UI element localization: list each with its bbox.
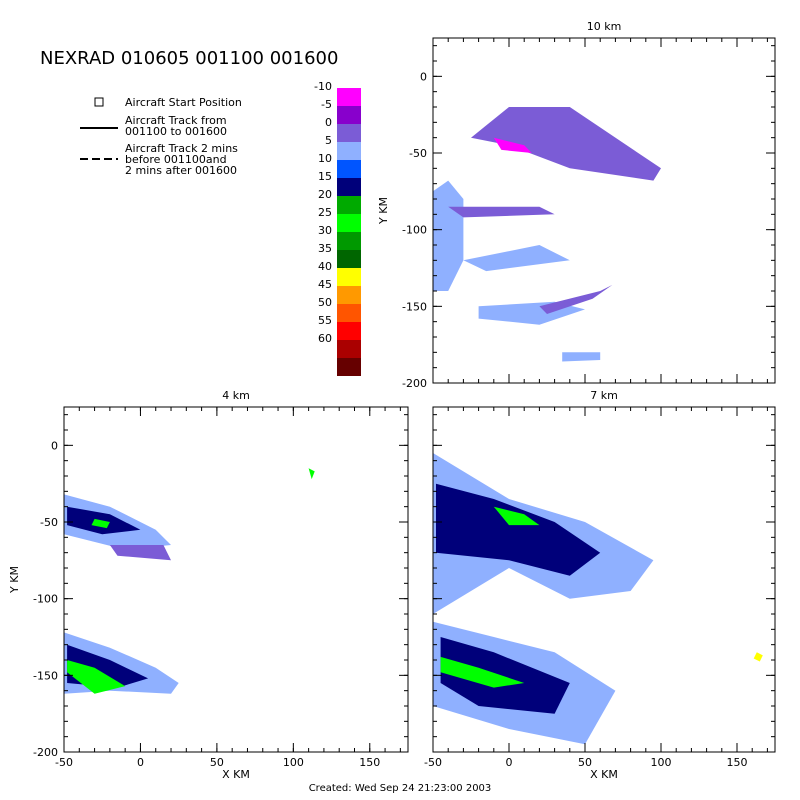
y-tick-label: -50 [40, 516, 58, 529]
y-tick-label: 0 [51, 439, 58, 452]
reflectivity-region [539, 284, 613, 314]
colorbar-label: 55 [318, 314, 332, 327]
reflectivity-region [471, 107, 661, 181]
y-tick-label: 0 [420, 70, 427, 83]
plot-frame [63, 406, 409, 753]
colorbar-label: 10 [318, 152, 332, 165]
colorbar-label: 50 [318, 296, 332, 309]
colorbar-label: 60 [318, 332, 332, 345]
colorbar: -10 -5 0 5 10 15 20 25 30 35 40 45 50 55 60 [314, 80, 361, 376]
x-tick-label: 100 [651, 756, 672, 769]
reflectivity-region [109, 545, 171, 561]
colorbar-label: 35 [318, 242, 332, 255]
colorbar-swatch [337, 358, 361, 376]
reflectivity-region [448, 206, 555, 218]
reflectivity-region [436, 483, 601, 576]
colorbar-swatch [337, 286, 361, 304]
reflectivity-region [67, 660, 126, 694]
colorbar-swatch [337, 196, 361, 214]
colorbar-label: 15 [318, 170, 332, 183]
footer-created: Created: Wed Sep 24 21:23:00 2003 [309, 783, 492, 794]
colorbar-swatch [337, 178, 361, 196]
reflectivity-region [91, 518, 110, 529]
panel-4-km: -50 0 50 100 150 0 -50 -100 -150 -200 4 km X KM Y KM [8, 389, 409, 781]
colorbar-swatch [337, 160, 361, 178]
y-tick-label: -100 [402, 224, 427, 237]
y-tick-label: -150 [402, 300, 427, 313]
reflectivity-region [463, 245, 570, 272]
colorbar-swatch [337, 214, 361, 232]
x-tick-label: -50 [424, 756, 442, 769]
colorbar-label: 45 [318, 278, 332, 291]
x-tick-label: 50 [578, 756, 592, 769]
legend-start-position: Aircraft Start Position [125, 96, 242, 109]
reflectivity-region [308, 468, 315, 480]
x-tick-label: 0 [506, 756, 513, 769]
colorbar-swatch [337, 142, 361, 160]
figure-title: NEXRAD 010605 001100 001600 [40, 48, 338, 69]
reflectivity-region [440, 637, 570, 714]
plot-frame [432, 406, 776, 753]
reflectivity-region [493, 137, 532, 153]
panel-title: 7 km [590, 389, 618, 402]
x-tick-label: 0 [137, 756, 144, 769]
start-position-square-icon [94, 97, 104, 107]
colorbar-label: 30 [318, 224, 332, 237]
y-tick-label: -150 [33, 669, 58, 682]
x-tick-label: 150 [727, 756, 748, 769]
colorbar-label: -10 [314, 80, 332, 93]
colorbar-swatch [337, 268, 361, 286]
x-tick-label: 100 [283, 756, 304, 769]
panel-title: 10 km [587, 20, 622, 33]
legend-dashed-line2: before 001100and [125, 153, 227, 166]
colorbar-swatch [337, 304, 361, 322]
legend-track-line2: 001100 to 001600 [125, 125, 227, 138]
colorbar-swatch [337, 124, 361, 142]
colorbar-swatch [337, 250, 361, 268]
x-axis-label: X KM [590, 768, 618, 781]
x-tick-label: 50 [210, 756, 224, 769]
panel-10-km: 0 -50 -100 -150 -200 10 km Y KM [377, 20, 776, 390]
y-axis-label: Y KM [377, 197, 390, 225]
x-tick-label: -50 [55, 756, 73, 769]
colorbar-label: 40 [318, 260, 332, 273]
colorbar-label: 0 [325, 116, 332, 129]
x-axis-label: X KM [222, 768, 250, 781]
colorbar-swatch [337, 322, 361, 340]
legend-dashed-line1: Aircraft Track 2 mins [125, 142, 238, 155]
y-tick-label: -100 [33, 593, 58, 606]
y-tick-label: -200 [402, 377, 427, 390]
reflectivity-region [67, 506, 141, 535]
colorbar-label: 25 [318, 206, 332, 219]
reflectivity-region [493, 506, 540, 526]
reflectivity-region [562, 352, 601, 362]
reflectivity-region [440, 656, 525, 688]
legend-dashed-line3: 2 mins after 001600 [125, 164, 237, 177]
y-axis-label: Y KM [8, 566, 21, 594]
colorbar-swatch [337, 232, 361, 250]
x-tick-label: 150 [359, 756, 380, 769]
reflectivity-region [753, 652, 763, 662]
legend: Aircraft Start Position Aircraft Track f… [80, 96, 242, 177]
panel-title: 4 km [222, 389, 250, 402]
colorbar-label: 20 [318, 188, 332, 201]
reflectivity-region [433, 180, 464, 291]
colorbar-label: -5 [321, 98, 332, 111]
colorbar-swatch [337, 340, 361, 358]
colorbar-swatch [337, 88, 361, 106]
plot-frame [432, 37, 776, 384]
y-tick-label: -50 [409, 147, 427, 160]
colorbar-swatch [337, 106, 361, 124]
panel-7-km: -50 0 50 100 150 7 km X KM [424, 389, 776, 781]
legend-track-line1: Aircraft Track from [125, 114, 227, 127]
colorbar-label: 5 [325, 134, 332, 147]
y-tick-label: -200 [33, 746, 58, 759]
